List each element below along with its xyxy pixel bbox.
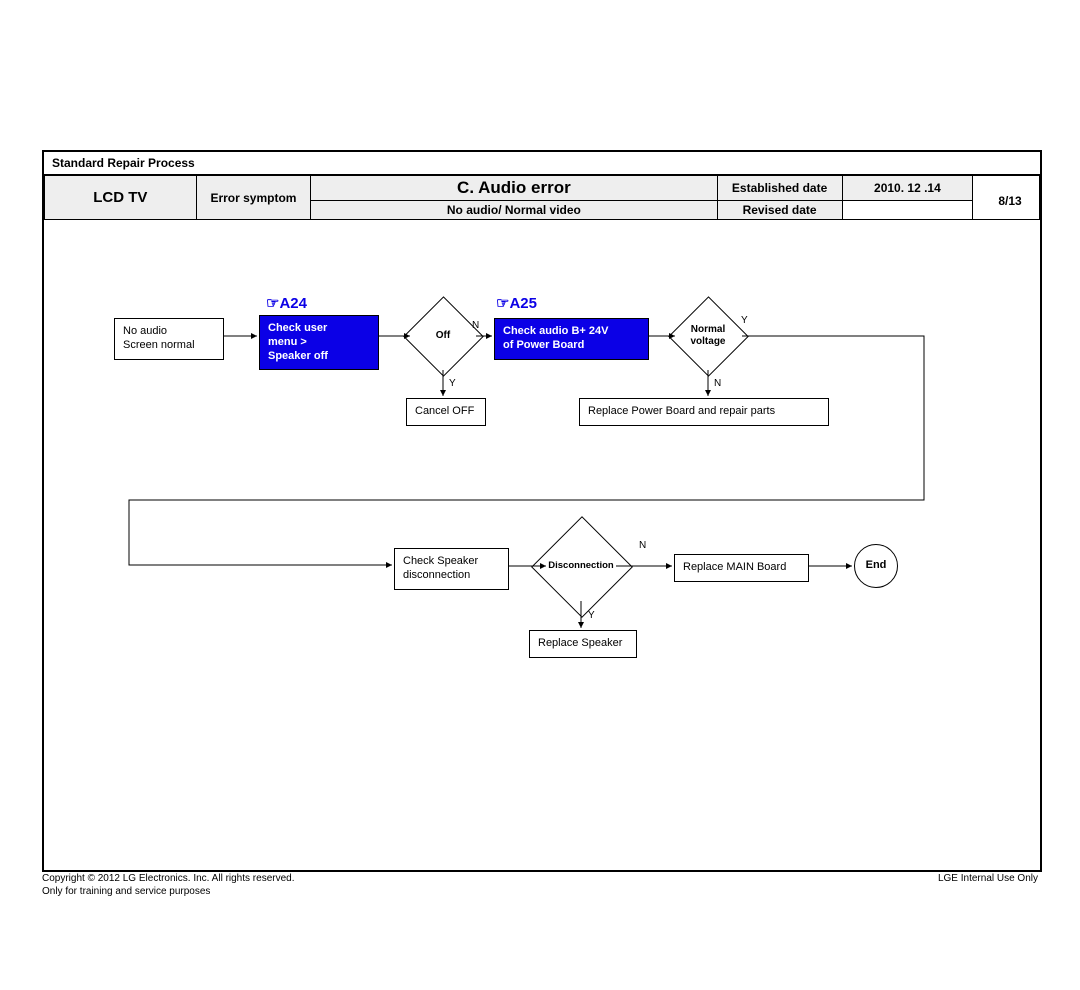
product-cell: LCD TV (45, 176, 197, 220)
rev-label: Revised date (717, 201, 842, 220)
rev-value (842, 201, 972, 220)
node-check-b24: Check audio B+ 24Vof Power Board (494, 318, 649, 360)
edge-label-disc-n: N (639, 540, 646, 551)
edge-label-off-y: Y (449, 378, 456, 389)
edge-label-nv-y: Y (741, 315, 748, 326)
node-check-menu: Check usermenu >Speaker off (259, 315, 379, 370)
page-number: 8/13 (980, 194, 1040, 216)
edge-label-off-n: N (472, 320, 479, 331)
node-disconnection-diamond: Disconnection (542, 527, 620, 605)
node-off-label: Off (404, 297, 482, 375)
flowchart-canvas: ☞A24 ☞A25 No audioScreen normal Check us… (44, 220, 1040, 870)
footer-note: Only for training and service purposes (42, 885, 1038, 898)
footer: Copyright © 2012 LG Electronics. Inc. Al… (42, 872, 1038, 898)
footer-copyright: Copyright © 2012 LG Electronics. Inc. Al… (42, 872, 1038, 885)
page: Standard Repair Process LCD TV Error sym… (0, 0, 1080, 990)
node-replace-powerboard: Replace Power Board and repair parts (579, 398, 829, 426)
node-end: End (854, 544, 898, 588)
node-check-speaker: Check Speakerdisconnection (394, 548, 509, 590)
ref-a25: ☞A25 (496, 295, 537, 314)
est-label: Established date (717, 176, 842, 201)
node-replace-speaker: Replace Speaker (529, 630, 637, 658)
symptom-label: Error symptom (196, 176, 311, 220)
process-title: Standard Repair Process (44, 152, 1040, 175)
header-table: LCD TV Error symptom C. Audio error Esta… (44, 175, 1040, 220)
node-off-diamond: Off (404, 297, 482, 375)
node-disconnection-label: Disconnection (542, 527, 620, 605)
edge-label-disc-y: Y (588, 610, 595, 621)
node-cancel-off: Cancel OFF (406, 398, 486, 426)
subtitle-cell: No audio/ Normal video (311, 201, 717, 220)
footer-right: LGE Internal Use Only (938, 872, 1038, 885)
node-start: No audioScreen normal (114, 318, 224, 360)
document-frame: Standard Repair Process LCD TV Error sym… (42, 150, 1042, 872)
node-normalv-diamond: Normalvoltage (669, 297, 747, 375)
node-replace-main: Replace MAIN Board (674, 554, 809, 582)
node-normalv-label: Normalvoltage (669, 297, 747, 375)
est-value: 2010. 12 .14 (842, 176, 972, 201)
edge-label-nv-n: N (714, 378, 721, 389)
title-cell: C. Audio error (311, 176, 717, 201)
ref-a24: ☞A24 (266, 295, 307, 314)
